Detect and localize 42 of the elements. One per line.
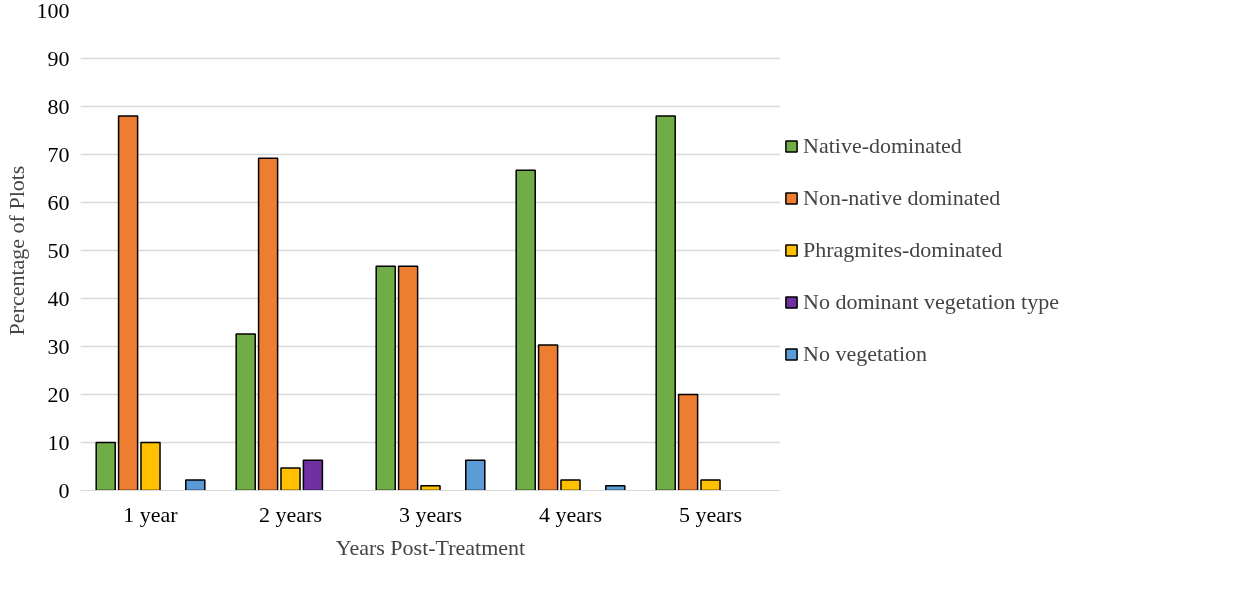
x-tick-label: 5 years — [679, 501, 742, 527]
bar — [257, 157, 279, 491]
legend-label: Phragmites-dominated — [803, 237, 1003, 263]
bar — [515, 169, 536, 491]
bar — [302, 459, 324, 491]
x-tick-label: 2 years — [259, 501, 322, 527]
bar — [560, 479, 581, 491]
bar — [185, 479, 206, 491]
y-tick-label: 10 — [47, 429, 70, 455]
bar — [465, 459, 486, 491]
bar — [375, 265, 396, 491]
y-tick-label: 20 — [47, 381, 70, 407]
legend-label: Native-dominated — [803, 133, 962, 159]
bar — [605, 484, 626, 491]
bar — [655, 115, 676, 491]
y-tick-label: 50 — [47, 237, 70, 263]
y-axis-title: Percentage of Plots — [3, 165, 29, 336]
bar — [700, 479, 721, 491]
legend-label: No vegetation — [803, 341, 928, 367]
y-tick-label: 30 — [47, 333, 70, 359]
x-tick-label: 3 years — [399, 501, 462, 527]
y-tick-label: 70 — [47, 141, 70, 167]
bar — [140, 441, 161, 491]
x-tick-label: 1 year — [123, 501, 179, 527]
bar — [280, 467, 301, 491]
bar — [397, 265, 419, 491]
bar — [677, 393, 699, 491]
y-tick-label: 40 — [47, 285, 70, 311]
bar — [95, 441, 116, 491]
bar — [420, 484, 441, 491]
y-tick-label: 0 — [58, 477, 70, 503]
legend-label: No dominant vegetation type — [803, 289, 1059, 315]
legend-label: Non-native dominated — [803, 185, 1001, 211]
x-tick-label: 4 years — [539, 501, 602, 527]
bar — [537, 344, 559, 491]
y-tick-label: 100 — [36, 0, 70, 23]
x-axis-title: Years Post-Treatment — [335, 534, 526, 560]
y-tick-label: 60 — [47, 189, 70, 215]
y-tick-label: 80 — [47, 93, 70, 119]
bar — [117, 115, 139, 491]
y-tick-label: 90 — [47, 45, 70, 71]
bar — [235, 333, 256, 491]
